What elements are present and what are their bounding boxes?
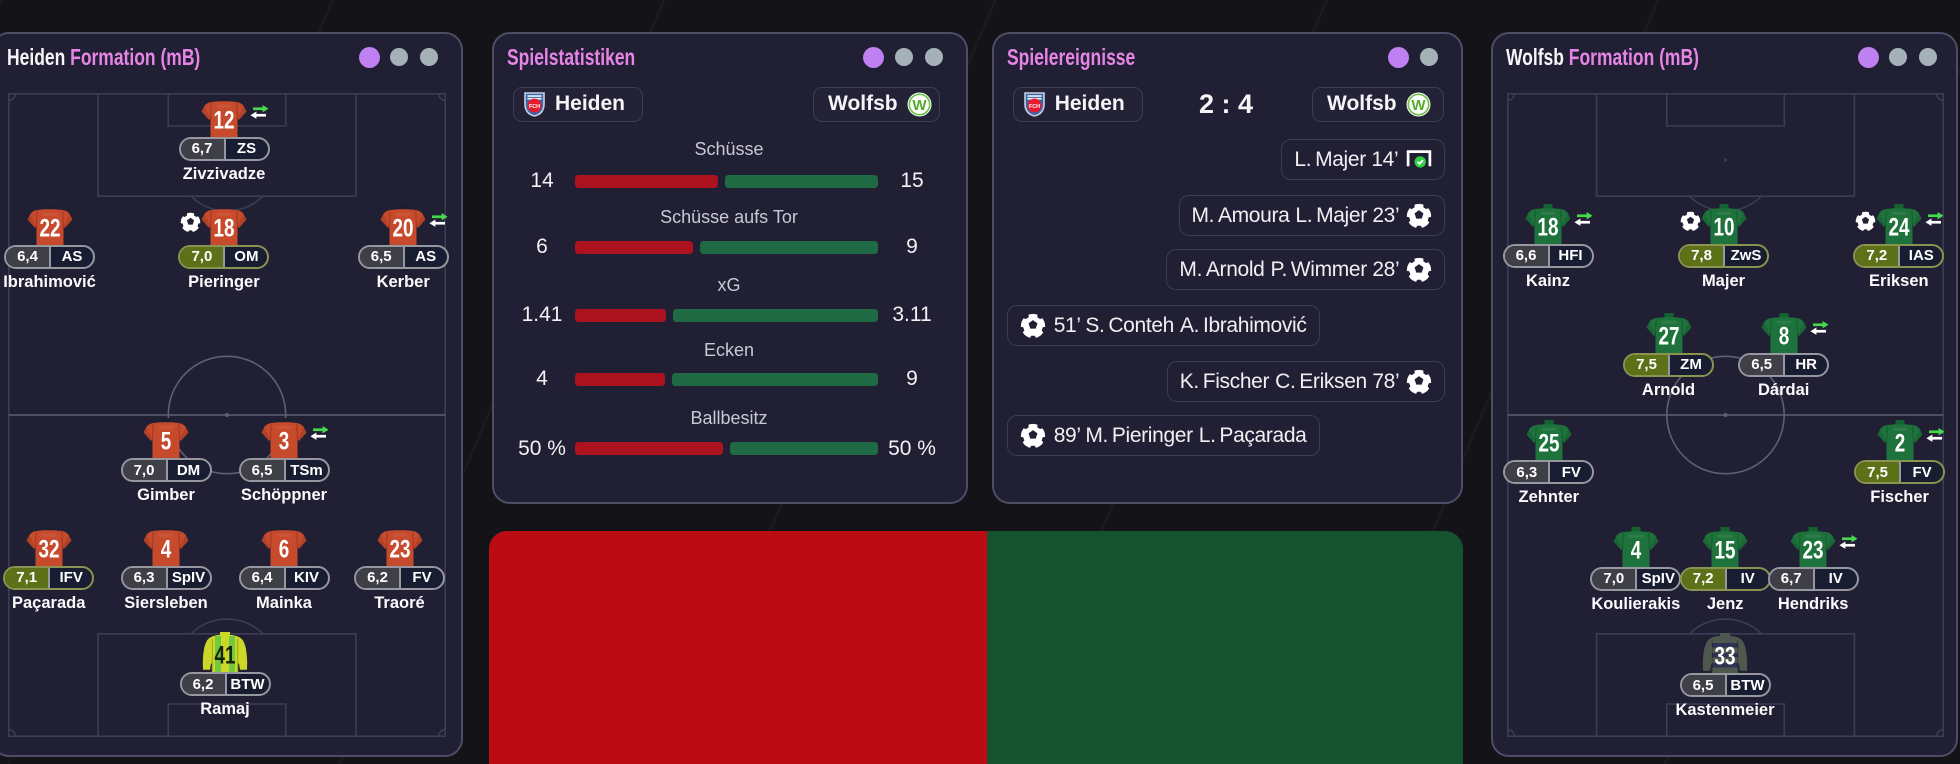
svg-text:2: 2 <box>1894 430 1905 458</box>
svg-text:24: 24 <box>1888 213 1909 241</box>
svg-text:23: 23 <box>389 535 410 563</box>
svg-text:18: 18 <box>1538 213 1559 241</box>
svg-text:22: 22 <box>39 214 60 242</box>
svg-text:20: 20 <box>393 214 414 242</box>
svg-text:10: 10 <box>1713 213 1734 241</box>
svg-text:4: 4 <box>1631 536 1642 564</box>
svg-text:W: W <box>1411 97 1426 114</box>
svg-text:8: 8 <box>1778 322 1789 350</box>
svg-text:33: 33 <box>1715 643 1736 671</box>
svg-text:23: 23 <box>1803 536 1824 564</box>
svg-text:41: 41 <box>215 642 236 670</box>
svg-text:3: 3 <box>279 428 290 456</box>
svg-text:FCH: FCH <box>529 104 540 110</box>
svg-text:12: 12 <box>214 106 235 134</box>
svg-text:6: 6 <box>279 535 290 563</box>
svg-text:4: 4 <box>161 535 172 563</box>
svg-text:27: 27 <box>1658 322 1679 350</box>
svg-text:W: W <box>912 97 927 114</box>
svg-text:5: 5 <box>161 428 172 456</box>
svg-text:18: 18 <box>213 214 234 242</box>
svg-text:25: 25 <box>1538 430 1559 458</box>
svg-text:FCH: FCH <box>1029 104 1040 110</box>
svg-text:15: 15 <box>1715 536 1736 564</box>
svg-text:32: 32 <box>38 535 59 563</box>
